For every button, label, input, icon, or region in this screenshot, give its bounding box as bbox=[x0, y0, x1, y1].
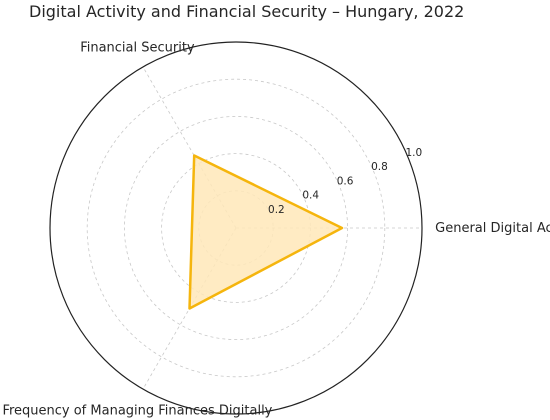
radar-frame bbox=[49, 41, 423, 415]
axis-label: General Digital Activity Frequency bbox=[435, 221, 550, 236]
series-area bbox=[189, 155, 342, 309]
series-line bbox=[188, 154, 344, 310]
axis-label: Frequency of Managing Finances Digitally bbox=[2, 404, 272, 419]
axis-label: Financial Security bbox=[80, 40, 195, 55]
grid-ring bbox=[86, 78, 386, 378]
grid-ring bbox=[124, 116, 348, 340]
radar-labels: 0.2 0.4 0.6 0.8 1.0 General Digital Activity … bbox=[2, 40, 550, 418]
radial-tick-label: 0.6 bbox=[337, 175, 354, 187]
radial-tick-label: 0.2 bbox=[268, 204, 285, 216]
chart-title: Digital Activity and Financial Security … bbox=[29, 2, 465, 21]
radial-tick-label: 1.0 bbox=[405, 147, 422, 159]
radial-tick-label: 0.8 bbox=[371, 161, 388, 173]
radar-series-layer bbox=[188, 154, 344, 310]
radial-tick-label: 0.4 bbox=[302, 190, 319, 202]
